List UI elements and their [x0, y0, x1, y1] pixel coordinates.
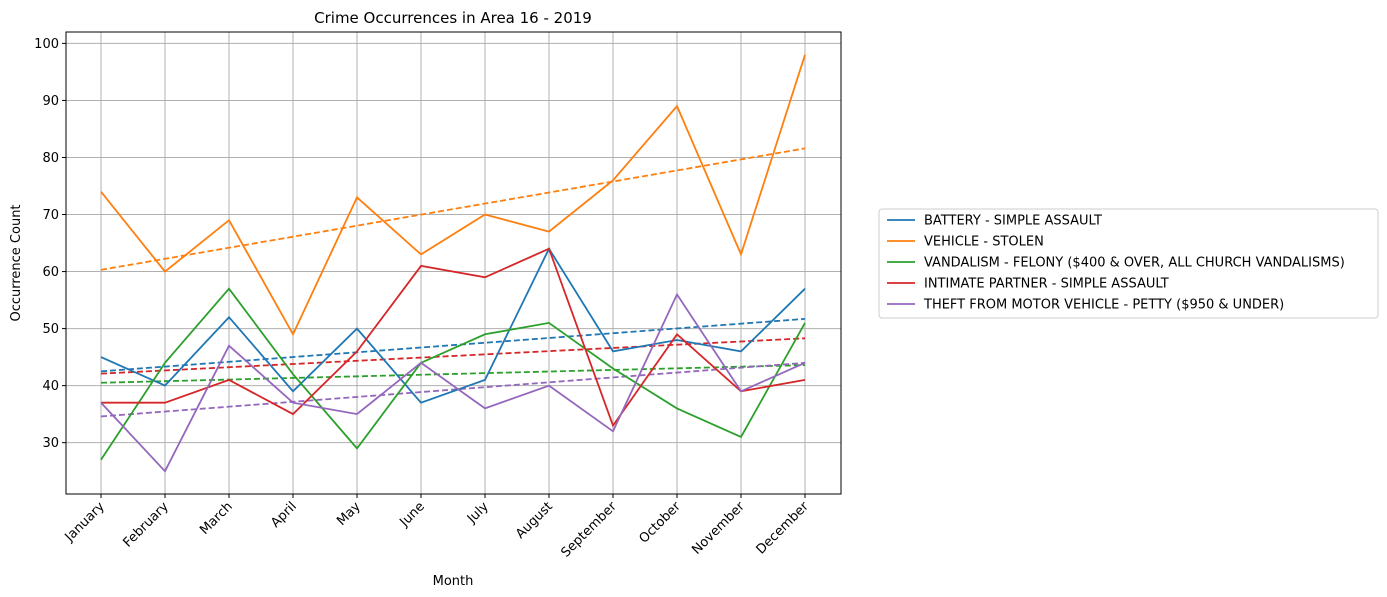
x-tick-label: June	[396, 499, 427, 530]
x-tick-label: October	[636, 499, 684, 547]
series-line	[100, 292, 806, 473]
y-tick-label: 30	[42, 436, 59, 451]
y-tick-label: 90	[42, 94, 59, 109]
trend-lines	[100, 147, 806, 418]
x-tick-label: November	[689, 499, 748, 558]
series-lines	[100, 54, 806, 473]
x-tick-label: May	[334, 499, 364, 529]
x-tick-label: August	[513, 499, 556, 542]
y-tick-label: 100	[34, 37, 59, 52]
legend-frame	[878, 208, 1379, 319]
y-axis-ticks: 30 40 50 60 70 80 90 100	[34, 37, 66, 451]
legend-label: VANDALISM - FELONY ($400 & OVER, ALL CHU…	[924, 256, 1345, 271]
y-axis-label: Occurrence Count	[9, 204, 24, 321]
x-axis-ticks: January February March April May June July Augu…	[62, 494, 813, 561]
trend-line	[100, 147, 806, 271]
series-line	[100, 287, 806, 461]
series-line	[101, 247, 806, 428]
x-tick-label: September	[558, 499, 620, 561]
series-line	[100, 246, 806, 404]
legend-label: VEHICLE - STOLEN	[924, 235, 1044, 250]
grid-lines	[66, 32, 841, 494]
y-tick-label: 80	[42, 151, 59, 166]
series-line	[100, 54, 806, 337]
x-tick-label: December	[754, 499, 813, 558]
trend-line	[100, 364, 806, 384]
chart-title: Crime Occurrences in Area 16 - 2019	[314, 9, 592, 27]
trend-line	[100, 317, 806, 373]
x-tick-label: April	[268, 499, 300, 531]
plot-area-frame	[65, 31, 842, 495]
y-tick-label: 50	[42, 322, 59, 337]
legend: BATTERY - SIMPLE ASSAULT VEHICLE - STOLEN…	[878, 208, 1379, 319]
x-tick-label: July	[464, 499, 492, 527]
x-tick-label: March	[197, 499, 236, 538]
legend-label: THEFT FROM MOTOR VEHICLE - PETTY ($950 &…	[923, 298, 1284, 313]
y-tick-label: 70	[42, 208, 59, 223]
y-tick-label: 60	[42, 265, 59, 280]
x-tick-label: February	[120, 499, 172, 551]
y-tick-label: 40	[42, 379, 59, 394]
trend-line	[100, 361, 806, 418]
x-tick-label: January	[62, 499, 108, 545]
legend-label: INTIMATE PARTNER - SIMPLE ASSAULT	[924, 277, 1169, 292]
x-axis-label: Month	[433, 574, 474, 589]
legend-label: BATTERY - SIMPLE ASSAULT	[924, 214, 1102, 229]
